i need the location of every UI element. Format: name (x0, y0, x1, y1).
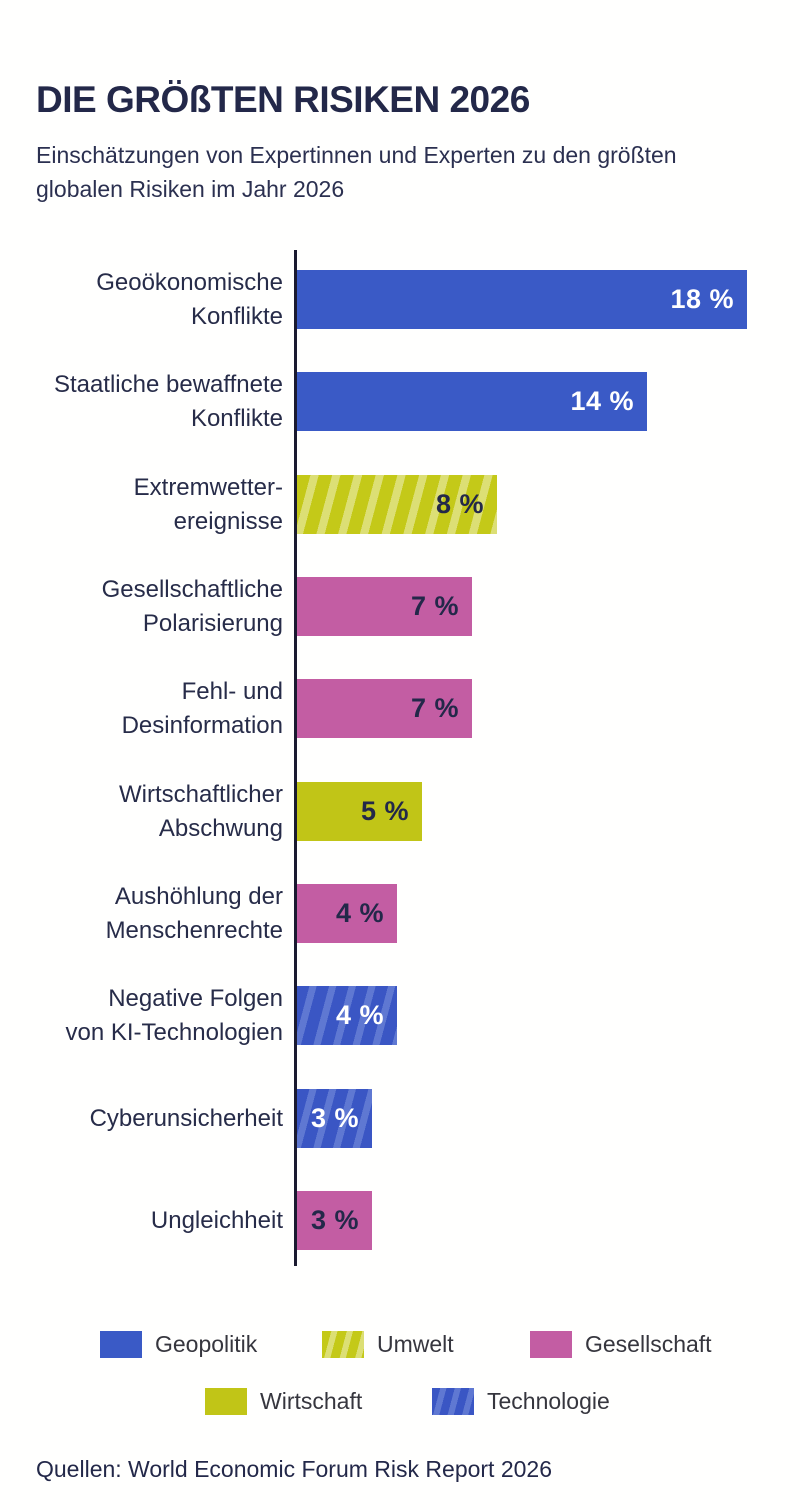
bar-value-label: 7 % (410, 693, 459, 723)
bar-row: Fehl- und Desinformation 7 % (0, 678, 800, 739)
bar: 3 % (297, 1191, 372, 1250)
bar: 7 % (297, 577, 472, 636)
bar-value-label: 3 % (310, 1103, 359, 1133)
bar-category-label: Negative Folgen von KI-Technologien (11, 982, 283, 1050)
legend-label: Geopolitik (155, 1331, 258, 1357)
bar-category-label: Ungleichheit (11, 1204, 283, 1238)
legend-swatch (432, 1388, 474, 1415)
bar-category-label-line: Ungleichheit (150, 1206, 283, 1234)
bar-category-label: Fehl- und Desinformation (11, 675, 283, 743)
chart-subtitle-line: Einschätzungen von Expertinnen und Exper… (36, 142, 677, 168)
bar-value-label: 8 % (435, 489, 484, 519)
legend-item: Technologie (432, 1388, 610, 1415)
bar-row: Negative Folgen von KI-Technologien 4 % (0, 985, 800, 1046)
bar-category-label: Extremwetter-ereignisse (11, 471, 283, 539)
bar-category-label-line: ereignisse (173, 507, 283, 535)
legend-label: Wirtschaft (260, 1388, 363, 1414)
bar: 3 % (297, 1089, 372, 1148)
bar: 7 % (297, 679, 472, 738)
bar-category-label-line: Geoökonomische (96, 268, 283, 296)
source-caption: Quellen: World Economic Forum Risk Repor… (36, 1456, 553, 1482)
bar-category-label-line: Wirtschaftlicher (118, 780, 283, 808)
y-axis-line (294, 250, 297, 1266)
legend-label: Gesellschaft (585, 1331, 712, 1357)
bar-row: Staatliche bewaffnete Konflikte 14 % (0, 371, 800, 432)
bar-category-label: Aushöhlung der Menschenrechte (11, 880, 283, 948)
bar-category-label-line: Desinformation (121, 711, 283, 739)
bar: 8 % (297, 475, 497, 534)
bar: 14 % (297, 372, 647, 431)
legend-swatch (205, 1388, 247, 1415)
bar-row: Geoökonomische Konflikte 18 % (0, 269, 800, 330)
bar-category-label: Gesellschaftliche Polarisierung (11, 573, 283, 641)
bar-category-label-line: Fehl- und (181, 677, 283, 705)
bar-category-label: Staatliche bewaffnete Konflikte (11, 368, 283, 436)
bar-value-label: 3 % (310, 1205, 359, 1235)
bar-category-label-line: Polarisierung (142, 609, 283, 637)
bar: 18 % (297, 270, 747, 329)
bar: 4 % (297, 884, 397, 943)
bar-row: Cyberunsicherheit 3 % (0, 1089, 800, 1148)
bar-category-label: Wirtschaftlicher Abschwung (11, 778, 283, 846)
legend-item: Geopolitik (100, 1331, 257, 1358)
legend-item: Gesellschaft (530, 1331, 712, 1358)
bar-category-label: Geoökonomische Konflikte (11, 266, 283, 334)
legend-swatch (322, 1331, 364, 1358)
chart-subtitle-line: globalen Risiken im Jahr 2026 (36, 176, 345, 202)
bar-value-label: 4 % (335, 898, 384, 928)
bar-category-label: Cyberunsicherheit (11, 1102, 283, 1136)
bar-value-label: 5 % (360, 796, 409, 826)
bar: 5 % (297, 782, 422, 841)
legend-item: Umwelt (322, 1331, 454, 1358)
bar-category-label-line: Aushöhlung der (114, 882, 283, 910)
legend-label: Umwelt (377, 1331, 454, 1357)
bar-category-label-line: Abschwung (158, 814, 283, 842)
bar-value-label: 18 % (670, 284, 734, 314)
legend-label: Technologie (487, 1388, 610, 1414)
bar-category-label-line: von KI-Technologien (65, 1018, 283, 1046)
bar-value-label: 7 % (410, 591, 459, 621)
bar-category-label-line: Gesellschaftliche (101, 575, 283, 603)
bar-category-label-line: Negative Folgen (108, 984, 283, 1012)
bar-row: Ungleichheit 3 % (0, 1191, 800, 1250)
chart-title: DIE GRÖßTEN RISIKEN 2026 (36, 78, 530, 120)
bar-category-label-line: Konflikte (190, 302, 283, 330)
bar-row: Gesellschaftliche Polarisierung 7 % (0, 576, 800, 637)
bar-value-label: 4 % (335, 1000, 384, 1030)
bar-row: Wirtschaftlicher Abschwung 5 % (0, 781, 800, 842)
bar-value-label: 14 % (570, 386, 634, 416)
bar-row: Extremwetter-ereignisse 8 % (0, 474, 800, 535)
legend-item: Wirtschaft (205, 1388, 362, 1415)
bar-category-label-line: Cyberunsicherheit (89, 1104, 283, 1132)
bar-category-label-line: Staatliche bewaffnete (53, 370, 283, 398)
bar: 4 % (297, 986, 397, 1045)
chart-subtitle: Einschätzungen von Expertinnen und Exper… (36, 138, 677, 206)
bar-category-label-line: Extremwetter- (133, 473, 283, 501)
bar-category-label-line: Menschenrechte (105, 916, 283, 944)
legend-swatch (100, 1331, 142, 1358)
bar-row: Aushöhlung der Menschenrechte 4 % (0, 883, 800, 944)
bar-category-label-line: Konflikte (190, 404, 283, 432)
legend-swatch (530, 1331, 572, 1358)
